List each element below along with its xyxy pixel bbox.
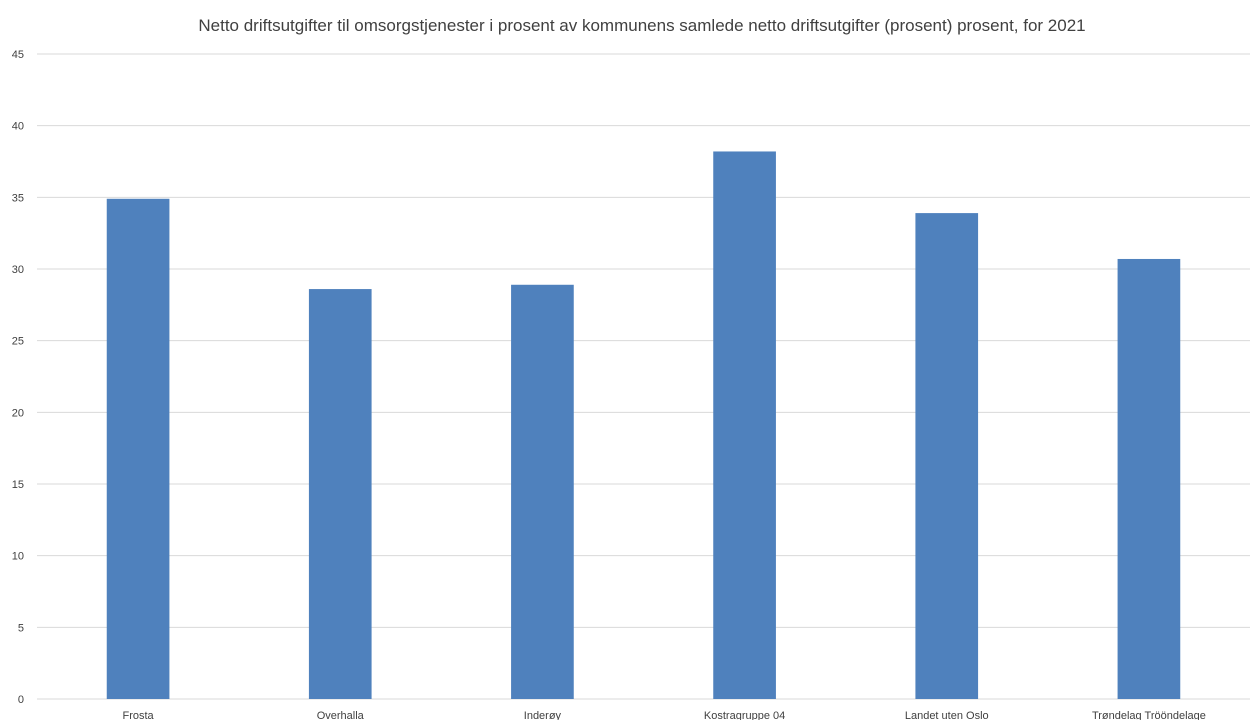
x-tick-label: Kostragruppe 04 <box>704 710 785 720</box>
gridlines <box>37 53 1250 700</box>
bars <box>106 151 1181 699</box>
x-tick-label: Landet uten Oslo <box>905 710 989 720</box>
y-tick-label: 35 <box>12 192 24 204</box>
y-tick-label: 15 <box>12 479 24 491</box>
y-tick-label: 30 <box>12 264 24 276</box>
y-tick-label: 25 <box>12 336 24 348</box>
bar-0 <box>106 198 170 699</box>
bar-1 <box>308 289 372 699</box>
y-tick-label: 40 <box>12 121 24 133</box>
y-tick-label: 5 <box>18 622 24 634</box>
bar-5 <box>1117 258 1181 699</box>
bar-4 <box>915 213 979 699</box>
y-tick-label: 45 <box>12 49 24 61</box>
y-tick-label: 10 <box>12 551 24 563</box>
y-tick-label: 20 <box>12 407 24 419</box>
chart-title: Netto driftsutgifter til omsorgstjeneste… <box>198 16 1085 35</box>
bar-3 <box>713 151 776 699</box>
x-axis-ticks: Frosta Overhalla Inderøy Kostragruppe 04 Lan… <box>122 710 1206 722</box>
x-tick-label: Inderøy <box>524 710 562 720</box>
y-tick-label: 0 <box>18 694 24 706</box>
x-tick-label: Frosta <box>122 710 154 720</box>
x-tick-label: Trøndelag Trööndelage <box>1092 710 1206 720</box>
bar-2 <box>511 284 574 699</box>
y-axis-ticks: 0 5 10 15 20 25 30 35 40 45 <box>12 49 24 706</box>
x-tick-label: Overhalla <box>317 710 365 720</box>
